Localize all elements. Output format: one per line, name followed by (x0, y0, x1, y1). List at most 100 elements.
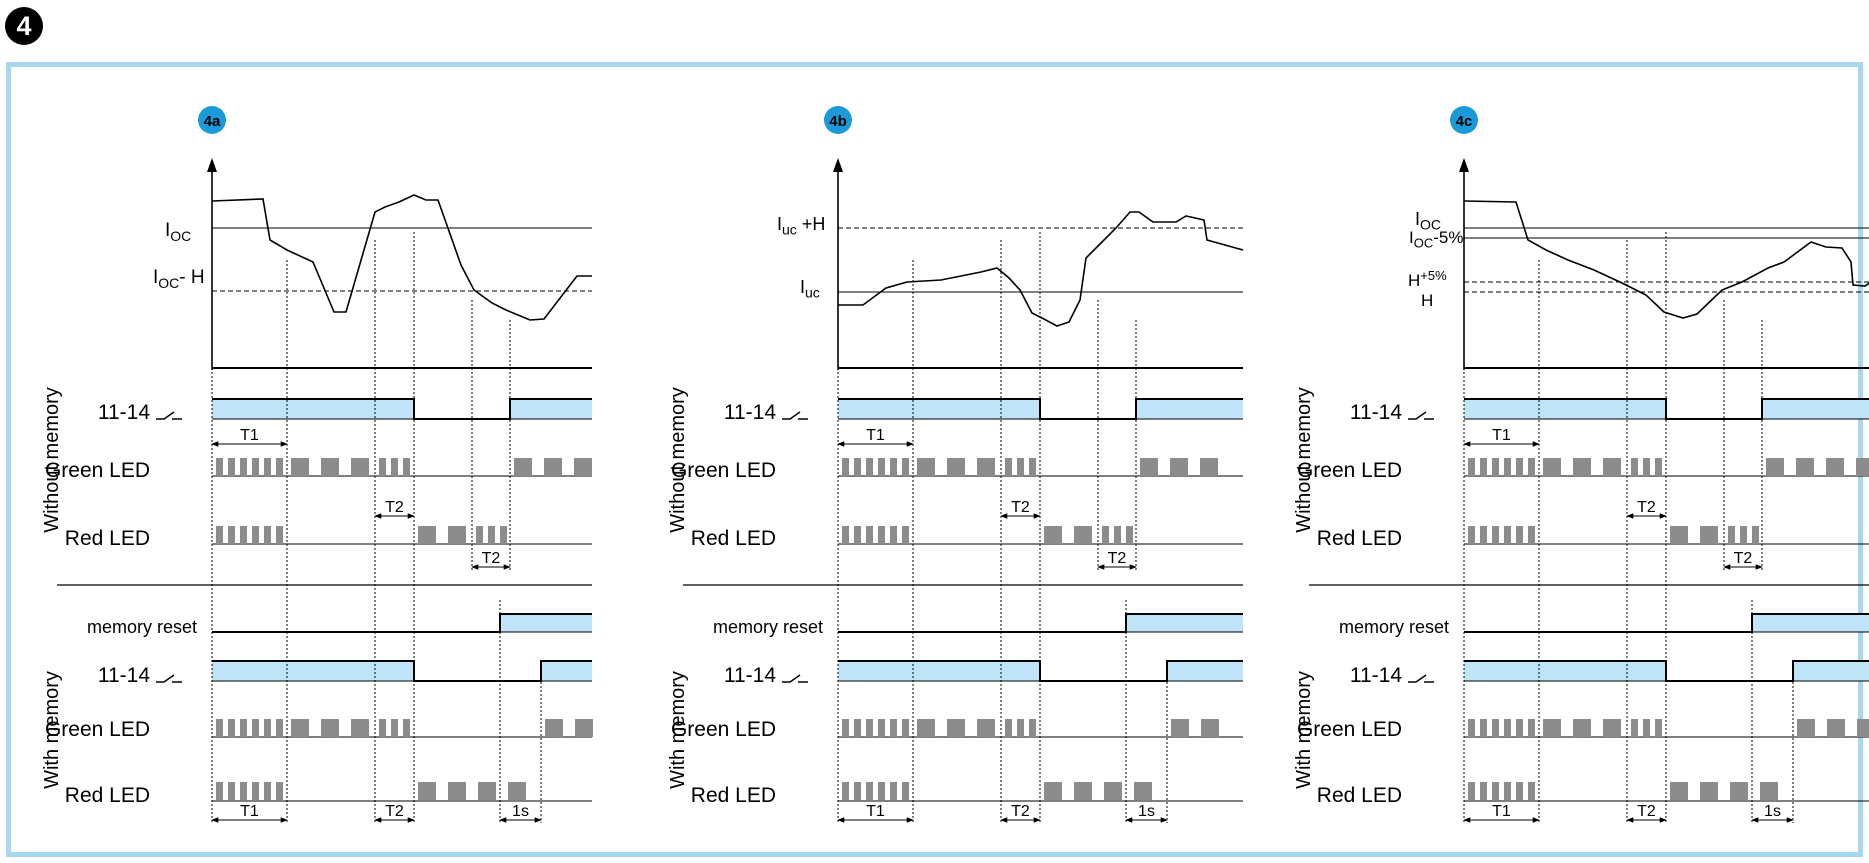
green-led-slow-block (1573, 719, 1591, 737)
memory-reset-fill (1126, 614, 1243, 632)
relay-with-memory-fill (1167, 661, 1243, 681)
red-led-slow-block (1134, 782, 1152, 800)
red-led-label: Red LED (65, 527, 150, 550)
relay-label: 11-14 (1350, 401, 1402, 424)
green-led-slow-block (1797, 719, 1815, 737)
red-led-fast-block (878, 782, 885, 800)
green-led-slow-block (514, 458, 532, 476)
green-led-fast-block (878, 719, 885, 737)
red-led-fast-block (866, 782, 873, 800)
green-led-fast-block (1643, 719, 1650, 737)
y-axis-arrow (207, 158, 217, 172)
t1-without-memory-label: T1 (240, 427, 259, 444)
green-led-slow-block (1543, 458, 1561, 476)
threshold-label-h: H (1421, 291, 1433, 310)
green-led-slow-block (1827, 719, 1845, 737)
panel-badge-label: 4c (1456, 113, 1473, 130)
red-led-fast-block (488, 526, 495, 544)
green-led-slow-block (291, 458, 309, 476)
panel-4a: 4a IOC IOC- H Without memory 11-14 Green LED R… (41, 106, 593, 823)
green-led-fast-block (890, 719, 897, 737)
green-led-slow-block (1170, 458, 1188, 476)
red-led-fast-block (1468, 526, 1475, 544)
red-led-fast-block (1480, 526, 1487, 544)
green-led-fast-block (890, 458, 897, 476)
green-led-fast-block (1504, 458, 1511, 476)
green-led-fast-block (1468, 719, 1475, 737)
section-label-without-memory: Without memory (667, 387, 689, 533)
one-second-with-memory-label: 1s (512, 803, 529, 820)
red-led-fast-block (842, 782, 849, 800)
red-led-slow-block (448, 782, 466, 800)
relay-label: 11-14 (724, 664, 776, 687)
relay-without-memory-fill (1136, 399, 1243, 419)
panel-badge-label: 4a (204, 113, 221, 130)
red-led-slow-block (1074, 782, 1092, 800)
green-led-fast-block (276, 458, 283, 476)
green-led-slow-block (321, 719, 339, 737)
relay-label: 11-14 (98, 401, 150, 424)
red-led-fast-block (240, 526, 247, 544)
y-axis-arrow (1459, 158, 1469, 172)
green-led-fast-block (866, 458, 873, 476)
threshold-label-ioc-minus-5: IOC-5% (1409, 228, 1463, 250)
green-led-fast-block (1029, 719, 1036, 737)
panel-badge-label: 4b (829, 113, 847, 130)
red-led-fast-block (1480, 782, 1487, 800)
threshold-label-iuc-plus-h: Iuc +H (777, 214, 825, 238)
green-led-label: Green LED (671, 459, 776, 482)
green-led-slow-block (1796, 458, 1814, 476)
green-led-slow-block (291, 719, 309, 737)
green-led-label: Green LED (1297, 459, 1402, 482)
contact-symbol (156, 674, 182, 683)
red-led-fast-block (1516, 782, 1523, 800)
red-led-fast-block (854, 782, 861, 800)
red-led-label: Red LED (1317, 527, 1402, 550)
green-led-fast-block (1492, 458, 1499, 476)
threshold-label-iuc: Iuc (800, 277, 820, 301)
green-led-slow-block (917, 458, 935, 476)
t2-green-without-memory-label: T2 (1637, 499, 1656, 516)
contact-symbol (782, 674, 808, 683)
green-led-fast-block (216, 719, 223, 737)
green-led-fast-block (842, 458, 849, 476)
green-led-fast-block (216, 458, 223, 476)
green-led-slow-block (1201, 719, 1219, 737)
green-led-fast-block (1017, 458, 1024, 476)
green-led-fast-block (842, 719, 849, 737)
red-led-fast-block (1102, 526, 1109, 544)
green-led-fast-block (1504, 719, 1511, 737)
t1-with-memory-label: T1 (866, 803, 885, 820)
green-led-fast-block (1029, 458, 1036, 476)
relay-label: 11-14 (724, 401, 776, 424)
red-led-slow-block (1044, 782, 1062, 800)
green-led-slow-block (351, 719, 369, 737)
green-led-fast-block (1631, 458, 1638, 476)
red-led-fast-block (1504, 782, 1511, 800)
section-label-with-memory: With memory (1293, 671, 1315, 789)
green-led-slow-block (1603, 458, 1621, 476)
green-led-slow-block (1573, 458, 1591, 476)
red-led-fast-block (1492, 526, 1499, 544)
t1-without-memory-label: T1 (1492, 427, 1511, 444)
green-led-slow-block (1543, 719, 1561, 737)
green-led-fast-block (391, 719, 398, 737)
panel-badge (198, 106, 226, 134)
green-led-fast-block (1468, 458, 1475, 476)
red-led-slow-block (418, 782, 436, 800)
relay-without-memory-fill (212, 399, 414, 419)
red-led-fast-block (1126, 526, 1133, 544)
current-curve (838, 211, 1244, 327)
relay-with-memory-fill (1793, 661, 1869, 681)
contact-symbol (782, 411, 808, 420)
panel-badge (1450, 106, 1478, 134)
green-led-fast-block (228, 719, 235, 737)
t2-green-without-memory-label: T2 (385, 499, 404, 516)
threshold-label-h-plus-5: H+5% (1408, 268, 1447, 290)
red-led-fast-block (1516, 526, 1523, 544)
green-led-fast-block (902, 458, 909, 476)
relay-without-memory-fill (838, 399, 1040, 419)
relay-label: 11-14 (1350, 664, 1402, 687)
green-led-slow-block (1766, 458, 1784, 476)
green-led-slow-block (1200, 458, 1218, 476)
